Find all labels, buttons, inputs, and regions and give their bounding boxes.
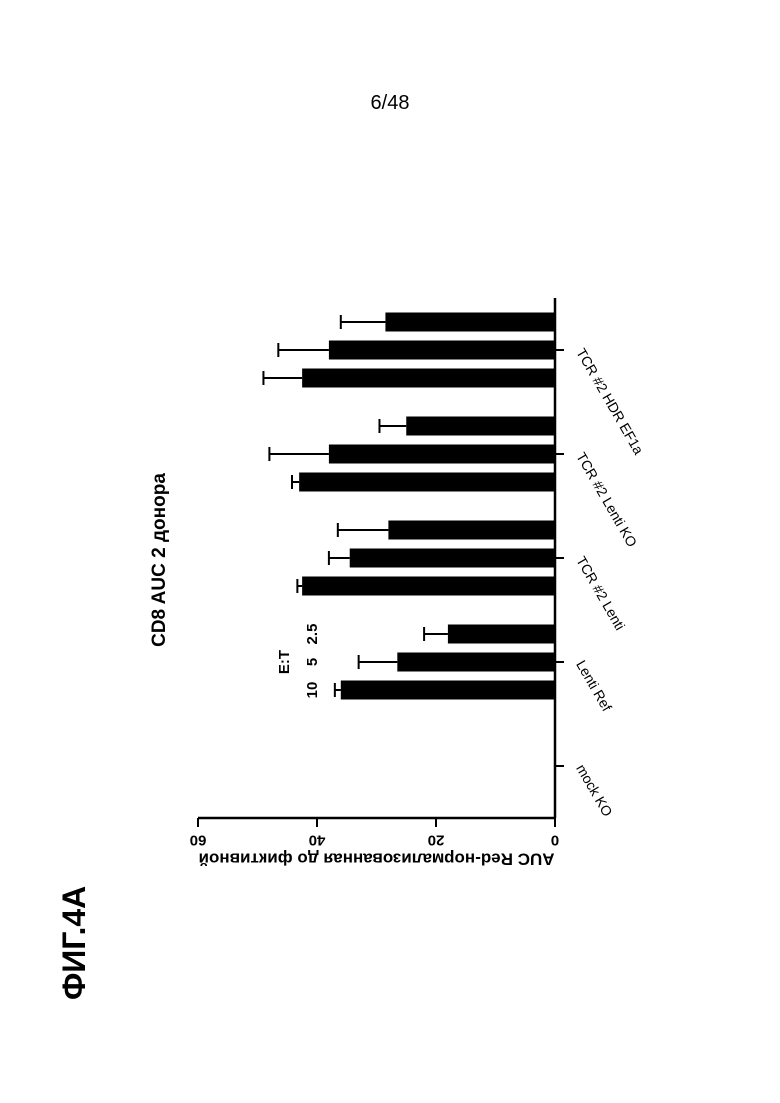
bar <box>388 521 555 540</box>
bar <box>406 417 555 436</box>
legend-title: E:T <box>276 650 293 674</box>
legend-entry: 2.5 <box>304 624 321 645</box>
bar <box>385 313 555 332</box>
chart-labels: 0204060mock KOLenti RefTCR #2 LentiTCR #… <box>149 345 647 868</box>
bar <box>341 681 555 700</box>
bar <box>302 577 555 596</box>
value-tick-label: 0 <box>551 832 559 849</box>
bar <box>397 653 555 672</box>
bar <box>302 369 555 388</box>
value-tick-label: 20 <box>428 832 445 849</box>
bar <box>350 549 555 568</box>
value-axis-label: AUC Red-нормализованная до фиктивной <box>199 850 555 869</box>
bar <box>448 625 555 644</box>
value-tick-label: 60 <box>190 832 207 849</box>
chart-title: CD8 AUC 2 донора <box>149 473 170 647</box>
category-label: TCR #2 Lenti KO <box>573 449 640 549</box>
category-label: Lenti Ref <box>573 657 615 714</box>
legend-entry: 10 <box>304 682 321 699</box>
category-label: mock KO <box>573 761 616 819</box>
bar <box>329 445 555 464</box>
value-tick-label: 40 <box>309 832 326 849</box>
legend-entry: 5 <box>304 658 321 666</box>
category-label: TCR #2 HDR EF1a <box>573 345 647 457</box>
category-label: TCR #2 Lenti <box>573 553 628 632</box>
bar <box>299 473 555 492</box>
bar <box>329 341 555 360</box>
